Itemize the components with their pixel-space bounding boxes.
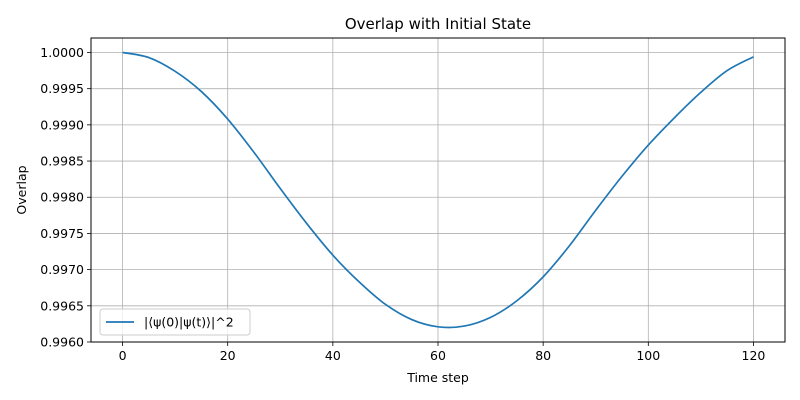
x-tick-label: 80 bbox=[535, 348, 551, 363]
legend-box bbox=[99, 308, 251, 336]
x-tick-label: 60 bbox=[430, 348, 446, 363]
series-layer bbox=[122, 51, 754, 329]
series-line bbox=[122, 51, 754, 329]
x-tick-label: 100 bbox=[636, 348, 660, 363]
legend-label: |⟨ψ(0)|ψ(t)⟩|^2 bbox=[144, 315, 234, 330]
y-tick-label: 0.9960 bbox=[40, 335, 84, 350]
grid-layer bbox=[91, 38, 785, 343]
legend: |⟨ψ(0)|ψ(t)⟩|^2 bbox=[99, 308, 251, 336]
y-tick-label: 1.0000 bbox=[40, 45, 84, 60]
x-axis-label: Time step bbox=[406, 370, 469, 385]
x-tick-label: 20 bbox=[220, 348, 236, 363]
x-axis: 0 20 40 60 80 100 120 bbox=[119, 342, 766, 363]
y-tick-label: 0.9980 bbox=[40, 190, 84, 205]
x-tick-label: 120 bbox=[742, 348, 766, 363]
y-axis: 0.9960 0.9965 0.9970 0.9975 0.9980 0.9985 0.99… bbox=[40, 45, 91, 350]
y-tick-label: 0.9965 bbox=[40, 298, 84, 313]
y-tick-label: 0.9990 bbox=[40, 117, 84, 132]
x-tick-label: 0 bbox=[119, 348, 127, 363]
y-tick-label: 0.9985 bbox=[40, 154, 84, 169]
y-tick-label: 0.9995 bbox=[40, 81, 84, 96]
y-axis-label: Overlap bbox=[14, 165, 29, 214]
y-tick-label: 0.9970 bbox=[40, 262, 84, 277]
chart-title: Overlap with Initial State bbox=[345, 15, 531, 33]
x-tick-label: 40 bbox=[325, 348, 341, 363]
y-tick-label: 0.9975 bbox=[40, 226, 84, 241]
